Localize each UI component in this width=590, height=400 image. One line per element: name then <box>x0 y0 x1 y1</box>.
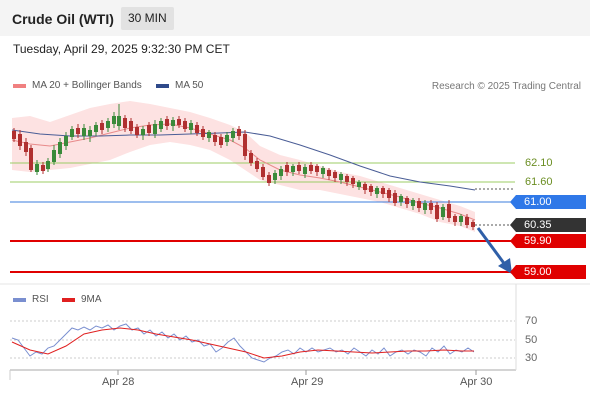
level-label-6210: 62.10 <box>525 157 553 169</box>
rsi-legend-label: RSI <box>32 294 49 305</box>
ma20-legend-label: MA 20 + Bollinger Bands <box>32 80 142 91</box>
level-tag-5900: 59.00 <box>510 265 586 279</box>
candles <box>12 104 475 230</box>
rsi-9ma-legend-label: 9MA <box>81 294 102 305</box>
instrument-title: Crude Oil (WTI) <box>12 11 114 27</box>
rsi-9ma-legend-swatch <box>62 298 75 302</box>
date-label-apr28: Apr 28 <box>102 376 135 388</box>
rsi-tick-70: 70 <box>525 315 538 327</box>
level-tag-5990: 59.90 <box>510 234 586 248</box>
rsi-line <box>11 323 475 363</box>
date-label-apr29: Apr 29 <box>291 376 324 388</box>
rsi-tick-50: 50 <box>525 334 538 346</box>
forecast-arrow-head <box>498 258 512 274</box>
forecast-arrow <box>476 227 508 267</box>
bollinger-band <box>12 101 475 232</box>
last-price-tag: 60.35 <box>510 218 586 232</box>
ma50-legend-label: MA 50 <box>175 80 204 91</box>
chart-header: Crude Oil (WTI) 30 MIN <box>0 0 590 36</box>
candle <box>12 104 475 230</box>
level-tag-6100: 61.00 <box>510 195 586 209</box>
rsi-tick-30: 30 <box>525 352 538 364</box>
date-label-apr30: Apr 30 <box>460 376 493 388</box>
interval-button[interactable]: 30 MIN <box>121 7 174 30</box>
rsi-9ma-line <box>11 327 474 359</box>
level-label-6160: 61.60 <box>525 176 553 188</box>
research-credit: Research © 2025 Trading Central <box>431 81 581 92</box>
rsi-legend-swatch <box>13 298 26 302</box>
ma20-legend-swatch <box>13 84 26 88</box>
timestamp: Tuesday, April 29, 2025 9:32:30 PM CET <box>13 42 230 56</box>
ma50-legend-swatch <box>156 84 169 88</box>
